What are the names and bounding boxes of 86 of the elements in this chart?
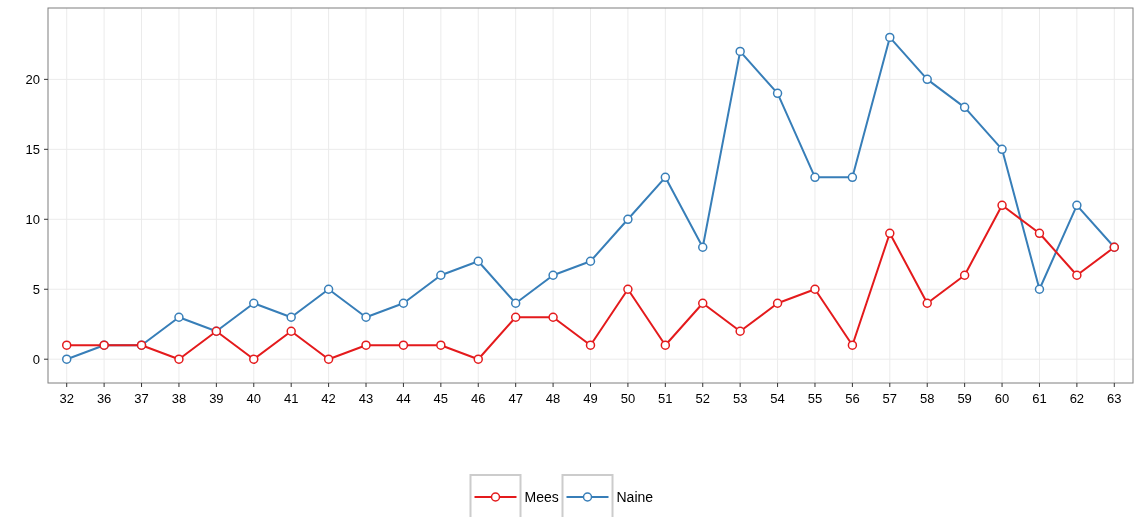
x-tick-label: 53	[732, 391, 748, 406]
point	[847, 340, 858, 350]
point	[510, 298, 521, 308]
point	[323, 284, 334, 294]
point	[959, 102, 970, 113]
point	[885, 228, 895, 239]
point	[398, 298, 409, 308]
point	[772, 88, 783, 99]
point	[436, 340, 446, 350]
x-tick-label: 50	[620, 391, 636, 406]
x-tick-label: 49	[583, 391, 598, 406]
point	[810, 172, 820, 183]
point	[286, 326, 296, 336]
x-tick-label: 43	[358, 391, 374, 406]
y-tick-label: 20	[25, 71, 40, 87]
x-tick-label: 41	[283, 391, 299, 406]
x-tick-label: 36	[96, 391, 112, 406]
y-tick-label: 10	[25, 211, 40, 227]
point	[361, 312, 371, 322]
x-tick-label: 56	[845, 391, 860, 406]
point	[922, 74, 932, 85]
point	[810, 284, 820, 294]
legend-label: Naine	[616, 488, 654, 505]
x-tick-label: 45	[433, 391, 449, 406]
x-tick-label: 61	[1032, 391, 1047, 406]
x-tick-label: 39	[209, 391, 224, 406]
point	[174, 354, 184, 364]
point	[698, 298, 708, 308]
y-tick-label: 0	[32, 351, 40, 367]
point	[585, 340, 596, 350]
x-tick-label: 59	[957, 391, 972, 406]
point	[997, 200, 1007, 211]
point	[847, 172, 858, 183]
point	[548, 312, 558, 322]
point	[286, 312, 296, 322]
point	[61, 340, 72, 350]
point	[510, 312, 521, 322]
x-tick-label: 42	[321, 391, 336, 406]
x-tick-label: 32	[59, 391, 74, 406]
point	[660, 172, 671, 183]
point	[735, 326, 745, 336]
x-tick-label: 40	[246, 391, 262, 406]
x-tick-label: 60	[994, 391, 1010, 406]
legend-label: Mees	[524, 488, 559, 505]
x-tick-label: 37	[134, 391, 149, 406]
point	[698, 242, 708, 252]
point	[1072, 200, 1082, 211]
point	[735, 46, 745, 57]
x-tick-label: 48	[545, 391, 561, 406]
x-tick-label: 44	[396, 391, 411, 406]
point	[1072, 270, 1082, 280]
point	[623, 284, 633, 294]
y-tick-label: 5	[32, 281, 40, 297]
point	[249, 354, 259, 364]
point	[473, 354, 483, 364]
point	[772, 298, 783, 308]
point	[398, 340, 409, 350]
x-tick-label: 55	[807, 391, 823, 406]
point	[959, 270, 970, 280]
x-tick-label: 54	[770, 391, 785, 406]
x-tick-label: 63	[1107, 391, 1122, 406]
point	[997, 144, 1007, 155]
point	[1034, 228, 1045, 239]
point	[623, 214, 633, 225]
x-tick-label: 38	[171, 391, 187, 406]
x-tick-label: 46	[471, 391, 486, 406]
x-tick-label: 47	[508, 391, 523, 406]
point	[174, 312, 184, 322]
point	[585, 256, 596, 266]
point	[473, 256, 483, 266]
point	[61, 354, 72, 364]
x-tick-label: 52	[695, 391, 710, 406]
point	[249, 298, 259, 308]
y-tick-label: 15	[25, 141, 40, 157]
point	[323, 354, 334, 364]
point	[436, 270, 446, 280]
x-tick-label: 58	[919, 391, 935, 406]
point	[548, 270, 558, 280]
point	[660, 340, 671, 350]
x-tick-label: 51	[658, 391, 673, 406]
x-tick-label: 57	[882, 391, 898, 406]
point	[1034, 284, 1045, 294]
point	[922, 298, 932, 308]
x-tick-label: 62	[1069, 391, 1085, 406]
point	[885, 32, 895, 43]
point	[361, 340, 371, 350]
